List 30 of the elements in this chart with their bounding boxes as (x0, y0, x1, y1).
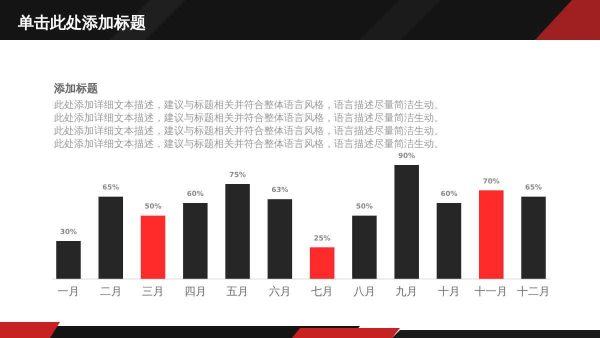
x-tick-label: 八月 (353, 285, 376, 298)
x-tick-label: 十一月 (474, 285, 508, 298)
text: 此处添加详细文本描述，建议与标题相关并符合整体语言风格，语言描述尽量简洁生动。 (54, 112, 444, 124)
x-tick-label: 七月 (311, 285, 334, 298)
bar (394, 165, 419, 279)
bar (140, 216, 166, 279)
x-tick-label: 一月 (57, 285, 80, 298)
chart-title: 单击此处添加标题 (17, 13, 146, 32)
x-tick-label: 四月 (184, 285, 206, 298)
text: 此处添加详细文本描述，建议与标题相关并符合整体语言风格，语言描述尽量简洁生动。 (54, 125, 444, 137)
x-tick-label: 十月 (438, 285, 460, 298)
x-tick-label: 六月 (268, 285, 291, 298)
x-tick-label: 五月 (226, 285, 249, 298)
x-tick-label: 十二月 (517, 285, 550, 298)
bar (310, 247, 334, 279)
bar (352, 216, 377, 279)
text: 此处添加详细文本描述，建议与标题相关并符合整体语言风格，语言描述尽量简洁生动。 (54, 138, 444, 150)
x-tick-label: 九月 (396, 285, 418, 298)
x-tick-label: 三月 (142, 285, 164, 298)
text: 此处添加详细文本描述，建议与标题相关并符合整体语言风格，语言描述尽量简洁生动。 (54, 99, 444, 111)
bar (56, 241, 81, 279)
bar (98, 196, 124, 279)
bar (268, 199, 292, 279)
bar (478, 190, 504, 279)
bar (225, 184, 250, 279)
bar (183, 203, 208, 279)
bar (436, 203, 462, 279)
chart-subtitle: 添加标题 (53, 82, 98, 95)
x-tick-label: 二月 (100, 285, 122, 298)
bar (521, 196, 546, 279)
